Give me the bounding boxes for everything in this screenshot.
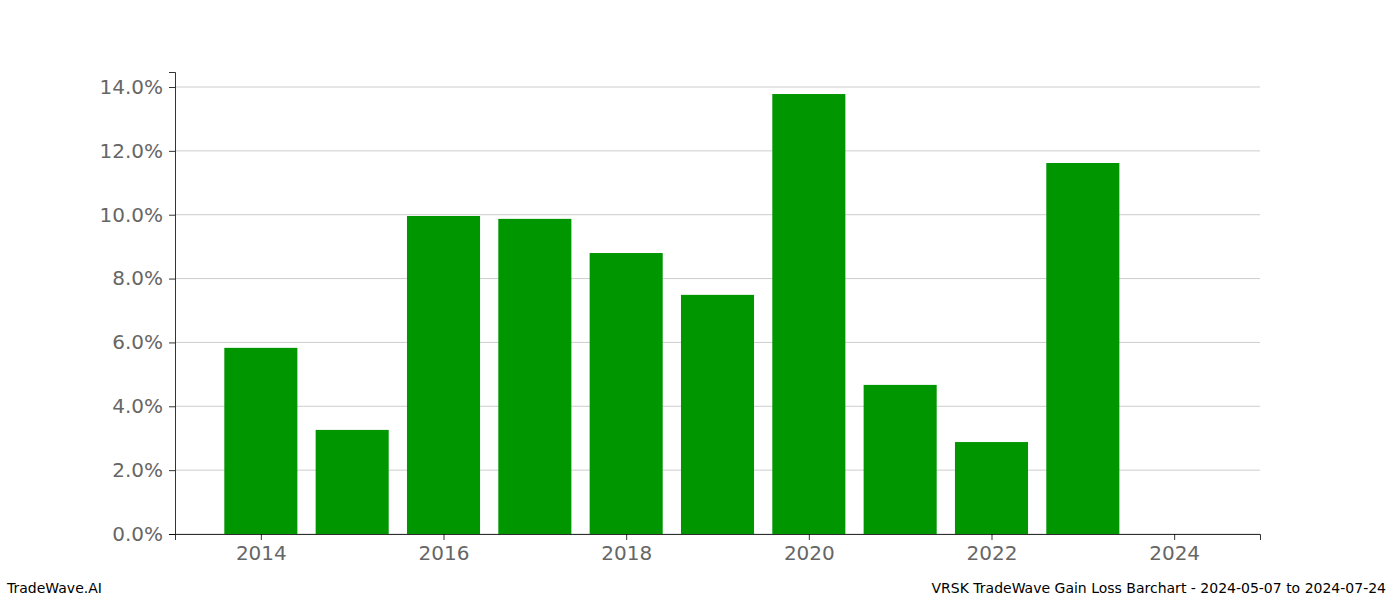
x-tick-label: 2016 <box>419 541 470 565</box>
x-tick: 2022 <box>967 534 1018 565</box>
title: VRSK TradeWave Gain Loss Barchart - 2024… <box>932 580 1387 596</box>
y-tick: 10.0% <box>99 203 175 227</box>
y-tick-mark <box>169 87 175 88</box>
y-tick: 14.0% <box>99 75 175 99</box>
x-tick-mark <box>626 534 627 540</box>
y-tick-label: 4.0% <box>112 394 163 418</box>
x-tick-mark <box>444 534 445 540</box>
chart: 0.0%2.0%4.0%6.0%8.0%10.0%12.0%14.0%20142… <box>0 0 1400 600</box>
y-tick: 0.0% <box>112 522 175 546</box>
plot-area: 0.0%2.0%4.0%6.0%8.0%10.0%12.0%14.0%20142… <box>99 73 1260 566</box>
bar <box>955 442 1028 534</box>
bar <box>772 94 845 534</box>
y-tick-mark <box>169 151 175 152</box>
y-tick-mark <box>169 470 175 471</box>
bar <box>407 216 480 534</box>
x-tick-mark <box>261 534 262 540</box>
x-tick: 2018 <box>601 534 652 565</box>
y-tick-mark <box>169 279 175 280</box>
y-tick: 2.0% <box>112 458 175 482</box>
x-tick: 2020 <box>784 534 835 565</box>
x-tick-label: 2020 <box>784 541 835 565</box>
bar <box>864 385 937 534</box>
grid <box>175 87 1260 534</box>
x-tick-label: 2024 <box>1149 541 1200 565</box>
y-tick-label: 12.0% <box>99 139 163 163</box>
bars <box>224 94 1119 534</box>
x-tick-label: 2014 <box>236 541 287 565</box>
y-tick: 12.0% <box>99 139 175 163</box>
y-axis: 0.0% 2.0% 4.0% 6.0% 8.0% 10.0% 12.0% 14.0% <box>99 73 175 546</box>
y-tick-mark <box>169 215 175 216</box>
x-tick: 2016 <box>419 534 470 565</box>
bar <box>681 295 754 534</box>
y-tick-mark <box>169 406 175 407</box>
y-tick-label: 6.0% <box>112 330 163 354</box>
y-tick-label: 8.0% <box>112 266 163 290</box>
y-tick-mark <box>169 342 175 343</box>
x-tick-mark <box>809 534 810 540</box>
y-tick-mark <box>169 534 175 535</box>
bar <box>590 253 663 534</box>
source: TradeWave.AI <box>6 580 102 596</box>
bar <box>224 348 297 534</box>
y-tick-label: 14.0% <box>99 75 163 99</box>
x-tick: 2014 <box>236 534 287 565</box>
x-tick-mark <box>1174 534 1175 540</box>
x-tick-mark <box>991 534 992 540</box>
y-tick-label: 10.0% <box>99 203 163 227</box>
y-tick-label: 0.0% <box>112 522 163 546</box>
bar <box>316 430 389 534</box>
y-tick: 6.0% <box>112 330 175 354</box>
x-axis: 2014 2016 2018 2020 2022 2024 <box>176 534 1261 565</box>
bar <box>1046 163 1119 534</box>
x-tick-label: 2018 <box>601 541 652 565</box>
bar <box>498 219 571 534</box>
y-tick: 8.0% <box>112 266 175 290</box>
grid-line <box>175 87 1260 88</box>
x-tick: 2024 <box>1149 534 1200 565</box>
y-axis-line <box>169 73 176 535</box>
grid-line <box>175 150 1260 151</box>
y-tick: 4.0% <box>112 394 175 418</box>
y-tick-label: 2.0% <box>112 458 163 482</box>
x-tick-label: 2022 <box>967 541 1018 565</box>
x-axis-line <box>176 535 1261 541</box>
